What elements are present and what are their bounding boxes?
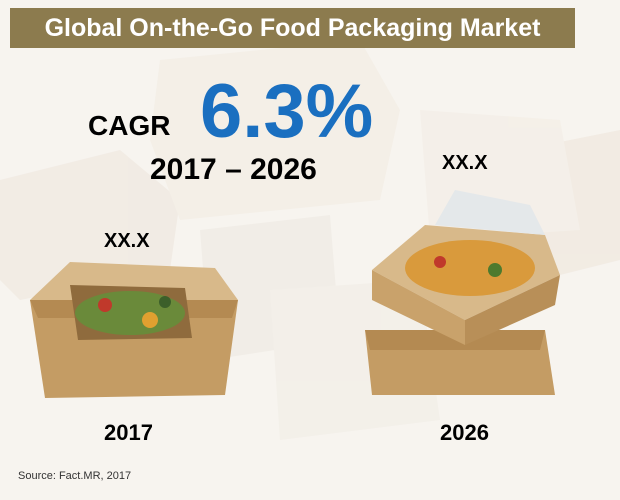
value-2026: XX.X — [442, 152, 488, 174]
background-boxes — [0, 40, 620, 440]
title-banner: Global On-the-Go Food Packaging Market — [10, 8, 575, 48]
year-2026: 2026 — [440, 420, 489, 445]
source: Source: Fact.MR, 2017 — [18, 470, 132, 482]
year-2017: 2017 — [104, 420, 153, 445]
box-2017 — [30, 262, 238, 398]
value-2017: XX.X — [104, 230, 150, 252]
cagr-label: CAGR — [88, 110, 171, 141]
box-2026 — [365, 190, 560, 395]
cagr-value: 6.3% — [200, 69, 374, 154]
period: 2017 – 2026 — [150, 153, 317, 186]
